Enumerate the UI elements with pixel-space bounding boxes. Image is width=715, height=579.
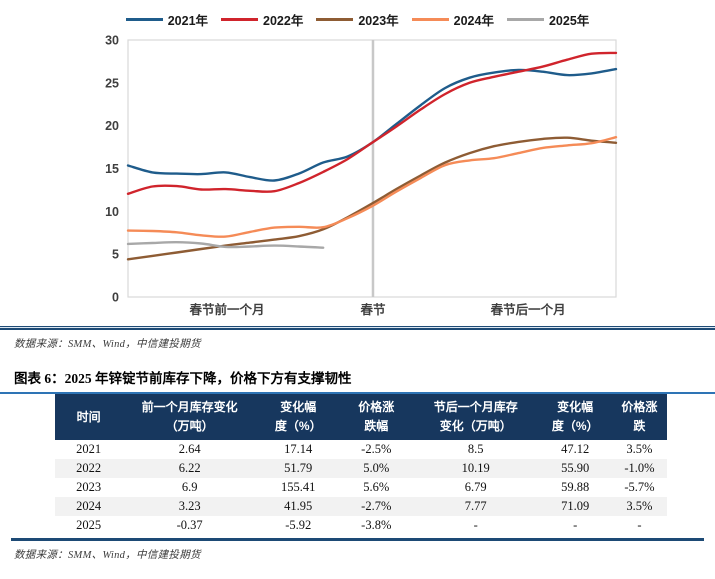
table-cell: 5.6% <box>363 480 390 494</box>
table-cell: - <box>573 518 578 532</box>
legend-line-swatch <box>125 17 163 21</box>
x-axis-label: 春节 <box>359 302 386 317</box>
table-header-cell: 节后一个月库存 变化（万吨） <box>412 394 539 440</box>
table-cell: 7.77 <box>412 497 539 516</box>
table-cell: -1.0% <box>611 459 667 478</box>
series-line-1 <box>126 51 618 195</box>
table-header-cell: 价格涨 跌 <box>611 394 667 440</box>
table-row: 2025 -0.37 -5.92 -3.8% - - - <box>55 516 667 535</box>
y-tick-label: 15 <box>105 162 119 176</box>
legend-item-3: 2024年 <box>411 10 494 29</box>
table-header-cell: 变化幅 度（%） <box>256 394 340 440</box>
x-axis-label: 春节前一个月 <box>189 302 265 317</box>
y-tick-label: 30 <box>105 34 119 48</box>
y-tick-label: 5 <box>112 248 119 262</box>
series-line-2 <box>126 136 618 261</box>
table-header-cell: 价格涨 跌幅 <box>339 394 413 440</box>
table-cell: -0.37 <box>176 518 203 532</box>
table-cell: 6.22 <box>122 459 257 478</box>
table-cell: 2021 <box>76 442 102 456</box>
table-cell: -5.7% <box>624 480 655 494</box>
table-header-cell: 前一个月库存变化 （万吨） <box>122 394 257 440</box>
y-tick-label: 20 <box>105 119 119 133</box>
figure-title: 图表 6：2025 年锌锭节前库存下降，价格下方有支撑韧性 <box>14 371 352 386</box>
chart-source-note: 数据来源：SMM、Wind，中信建投期货 <box>14 339 201 350</box>
table-cell: 59.88 <box>561 480 590 494</box>
table-header-cell: 变化幅 度（%） <box>538 394 612 440</box>
separator-line-top <box>0 326 715 330</box>
line-chart: 0 5 10 15 20 25 30 春节前一个月 春节 春节后一个月 <box>105 34 618 317</box>
legend-line-swatch <box>506 17 544 21</box>
series-line-3 <box>126 136 618 238</box>
legend-line-swatch <box>221 17 259 21</box>
table-header-cell: 时间 <box>55 394 123 440</box>
table-cell: - <box>473 518 478 532</box>
legend-line-swatch <box>316 17 354 21</box>
table-cell: 3.5% <box>626 442 653 456</box>
table-source-note: 数据来源：SMM、Wind，中信建投期货 <box>14 549 201 561</box>
table-cell: 8.5 <box>467 442 484 456</box>
table-cell: 17.14 <box>284 442 313 456</box>
separator-line-bottom <box>11 538 704 541</box>
inventory-change-table: 时间 前一个月库存变化 （万吨） 变化幅 度（%） 价格涨 跌幅 节后一个月库存 变化（… <box>55 394 667 535</box>
legend-label: 2024年 <box>453 13 494 28</box>
table-cell: 47.12 <box>561 442 590 456</box>
legend-item-0: 2021年 <box>125 10 209 29</box>
table-cell: 3.23 <box>122 497 257 516</box>
table-cell: -2.7% <box>339 497 413 516</box>
table-cell: 2022 <box>55 459 123 478</box>
table-cell: 51.79 <box>256 459 340 478</box>
table-cell: 3.5% <box>611 497 667 516</box>
legend-line-swatch <box>411 17 449 21</box>
chart-legend: 2021年 2022年 2023年 2024年 2025年 <box>0 0 715 29</box>
table-cell: -3.8% <box>361 518 392 532</box>
table-cell: 6.79 <box>464 480 487 494</box>
series-line-4 <box>126 240 325 249</box>
table-cell: - <box>637 518 642 532</box>
table-cell: -2.5% <box>361 442 392 456</box>
table-cell: 41.95 <box>256 497 340 516</box>
table-cell: 55.90 <box>538 459 612 478</box>
legend-label: 2025年 <box>548 13 590 28</box>
y-tick-label: 25 <box>105 76 119 90</box>
legend-item-2: 2023年 <box>316 10 399 29</box>
table-row: 2021 2.64 17.14 -2.5% 8.5 47.12 3.5% <box>55 440 667 459</box>
x-axis-label: 春节后一个月 <box>490 302 566 317</box>
table-cell: 2024 <box>55 497 123 516</box>
table-cell: 5.0% <box>339 459 413 478</box>
table-cell: 2023 <box>76 480 102 494</box>
table-cell: 2.64 <box>178 442 201 456</box>
table-cell: -5.92 <box>285 518 312 532</box>
y-tick-label: 0 <box>112 291 119 305</box>
table-cell: 155.41 <box>281 480 316 494</box>
table-cell: 6.9 <box>181 480 198 494</box>
table-cell: 10.19 <box>412 459 539 478</box>
y-tick-label: 10 <box>105 205 119 219</box>
legend-label: 2022年 <box>263 13 304 28</box>
table-cell: 2025 <box>76 518 102 532</box>
table-header-row: 时间 前一个月库存变化 （万吨） 变化幅 度（%） 价格涨 跌幅 节后一个月库存 变化（… <box>55 394 667 440</box>
title-underline <box>0 392 715 394</box>
legend-item-1: 2022年 <box>221 10 303 29</box>
legend-item-4: 2025年 <box>506 10 590 29</box>
table-cell: 71.09 <box>538 497 612 516</box>
table-row: 2023 6.9 155.41 5.6% 6.79 59.88 -5.7% <box>55 478 667 497</box>
legend-label: 2023年 <box>358 13 399 28</box>
table-row: 2022 6.22 51.79 5.0% 10.19 55.90 -1.0% <box>55 459 667 478</box>
table-row: 2024 3.23 41.95 -2.7% 7.77 71.09 3.5% <box>55 497 667 516</box>
legend-label: 2021年 <box>167 13 209 28</box>
